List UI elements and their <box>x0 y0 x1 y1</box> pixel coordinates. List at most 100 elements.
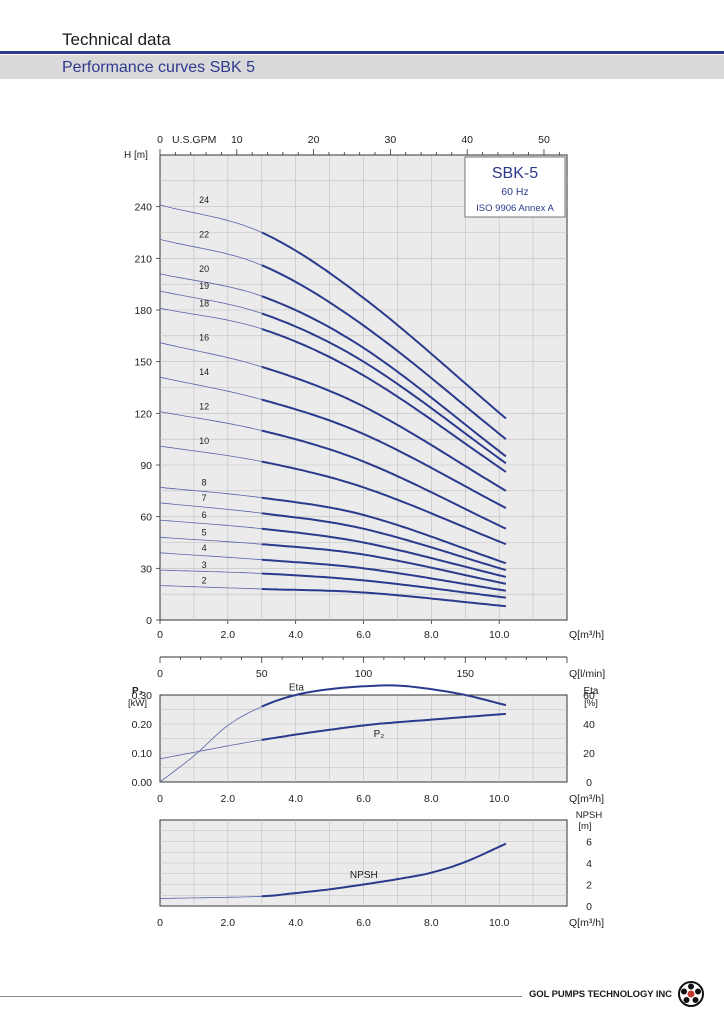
legend-line2: ISO 9906 Annex A <box>476 203 554 214</box>
header-band <box>0 55 724 79</box>
head-curve-label-20: 20 <box>199 264 209 274</box>
npsh-xtick-label: 8.0 <box>424 917 439 929</box>
head-curve-14 <box>261 398 507 509</box>
head-ytick-label: 240 <box>134 202 152 214</box>
page-title: Technical data <box>62 30 171 49</box>
head-curve-20 <box>261 295 507 458</box>
head-curve-thin-14 <box>159 376 262 400</box>
npsh-xlabel: Q[m³/h] <box>569 917 604 929</box>
head-ytick-label: 120 <box>134 408 152 420</box>
head-curve-3 <box>261 572 507 599</box>
head-xtick-label: 10.0 <box>489 629 510 641</box>
lmin-tick-label: 150 <box>456 668 474 680</box>
npsh-xtick-label: 2.0 <box>221 917 236 929</box>
head-curve-thin-24 <box>159 204 262 233</box>
head-curve-18 <box>261 327 507 473</box>
head-curve-thin-20 <box>159 273 262 297</box>
npsh-curve-thin <box>159 895 262 899</box>
power-xtick-label: 4.0 <box>288 793 303 805</box>
head-curve-label-7: 7 <box>202 493 207 503</box>
lmin-xlabel: Q[l/min] <box>569 668 605 680</box>
head-curve-8 <box>261 496 507 565</box>
head-curve-label-8: 8 <box>202 477 207 487</box>
head-ylabel: H [m] <box>124 150 148 161</box>
head-xtick-label: 8.0 <box>424 629 439 641</box>
eta-ylabel-right: Eta <box>583 686 598 697</box>
gol-logo-icon <box>678 981 704 1007</box>
head-curve-7 <box>261 512 507 572</box>
power-ytick-left: 0.10 <box>132 748 153 760</box>
npsh-xtick-label: 0 <box>157 917 163 929</box>
head-curve-label-19: 19 <box>199 281 209 291</box>
power-ytick-left: 0.00 <box>132 777 153 789</box>
head-curve-thin-12 <box>159 411 262 431</box>
power-xtick-label: 10.0 <box>489 793 510 805</box>
head-xtick-label: 2.0 <box>221 629 236 641</box>
header-rule <box>0 51 724 54</box>
gpm-tick-label: 0 <box>157 134 163 146</box>
head-curve-thin-8 <box>159 487 262 499</box>
head-curve-thin-4 <box>159 552 262 561</box>
gpm-tick-label: 10 <box>231 134 243 146</box>
head-curve-label-3: 3 <box>202 560 207 570</box>
power-yunit-left: [kW] <box>128 698 147 709</box>
head-ytick-label: 210 <box>134 253 152 265</box>
head-ytick-label: 30 <box>140 563 152 575</box>
gpm-tick-label: 40 <box>461 134 473 146</box>
power-xtick-label: 2.0 <box>221 793 236 805</box>
npsh-ytick-right: 6 <box>586 837 592 849</box>
power-xlabel: Q[m³/h] <box>569 793 604 805</box>
power-xtick-label: 6.0 <box>356 793 371 805</box>
head-curve-thin-16 <box>159 342 262 368</box>
p2-curve-thin <box>159 739 262 760</box>
head-curve-12 <box>261 429 507 530</box>
head-curve-thin-2 <box>159 585 262 590</box>
page-subtitle: Performance curves SBK 5 <box>62 59 255 76</box>
head-xtick-label: 4.0 <box>288 629 303 641</box>
npsh-curve <box>261 842 507 898</box>
head-curve-thin-3 <box>159 569 262 574</box>
head-ytick-label: 0 <box>146 615 152 627</box>
npsh-xtick-label: 10.0 <box>489 917 510 929</box>
head-curve-19 <box>261 312 507 465</box>
head-curve-5 <box>261 543 507 585</box>
head-xtick-label: 6.0 <box>356 629 371 641</box>
eta-yunit-right: [%] <box>584 698 598 709</box>
head-curve-22 <box>261 264 507 440</box>
gpm-tick-label: 20 <box>308 134 320 146</box>
power-ytick-right: 0 <box>586 777 592 789</box>
gpm-tick-label: 30 <box>385 134 397 146</box>
head-curve-thin-19 <box>159 290 262 314</box>
legend-line1: 60 Hz <box>501 186 528 198</box>
power-ylabel-left: P₂ <box>132 686 143 697</box>
power-ytick-left: 0.20 <box>132 719 153 731</box>
head-curve-10 <box>261 460 507 546</box>
npsh-xtick-label: 4.0 <box>288 917 303 929</box>
head-curve-thin-22 <box>159 239 262 266</box>
npsh-xtick-label: 6.0 <box>356 917 371 929</box>
head-curve-label-16: 16 <box>199 333 209 343</box>
head-curve-label-22: 22 <box>199 229 209 239</box>
power-ytick-left: 0.30 <box>132 690 153 702</box>
eta-curve-thin <box>159 706 262 783</box>
head-curve-thin-18 <box>159 307 262 330</box>
legend-title: SBK-5 <box>492 165 538 182</box>
footer-rule <box>0 996 522 997</box>
head-curve-label-18: 18 <box>199 298 209 308</box>
p2-curve-label: P₂ <box>374 729 385 740</box>
head-curve-2 <box>261 588 506 608</box>
power-xtick-label: 0 <box>157 793 163 805</box>
head-curve-4 <box>261 558 507 592</box>
footer-brand: GOL PUMPS TECHNOLOGY INC <box>529 989 672 1000</box>
head-curve-label-4: 4 <box>202 543 207 553</box>
head-curve-label-6: 6 <box>202 510 207 520</box>
power-ytick-right: 40 <box>583 719 595 731</box>
eta-curve <box>261 684 507 708</box>
head-curve-label-5: 5 <box>202 527 207 537</box>
head-xlabel: Q[m³/h] <box>569 629 604 641</box>
npsh-ylabel-right: NPSH <box>576 810 603 821</box>
gpm-axis-label: U.S.GPM <box>172 134 216 146</box>
head-curve-thin-5 <box>159 536 262 545</box>
head-curve-label-12: 12 <box>199 402 209 412</box>
